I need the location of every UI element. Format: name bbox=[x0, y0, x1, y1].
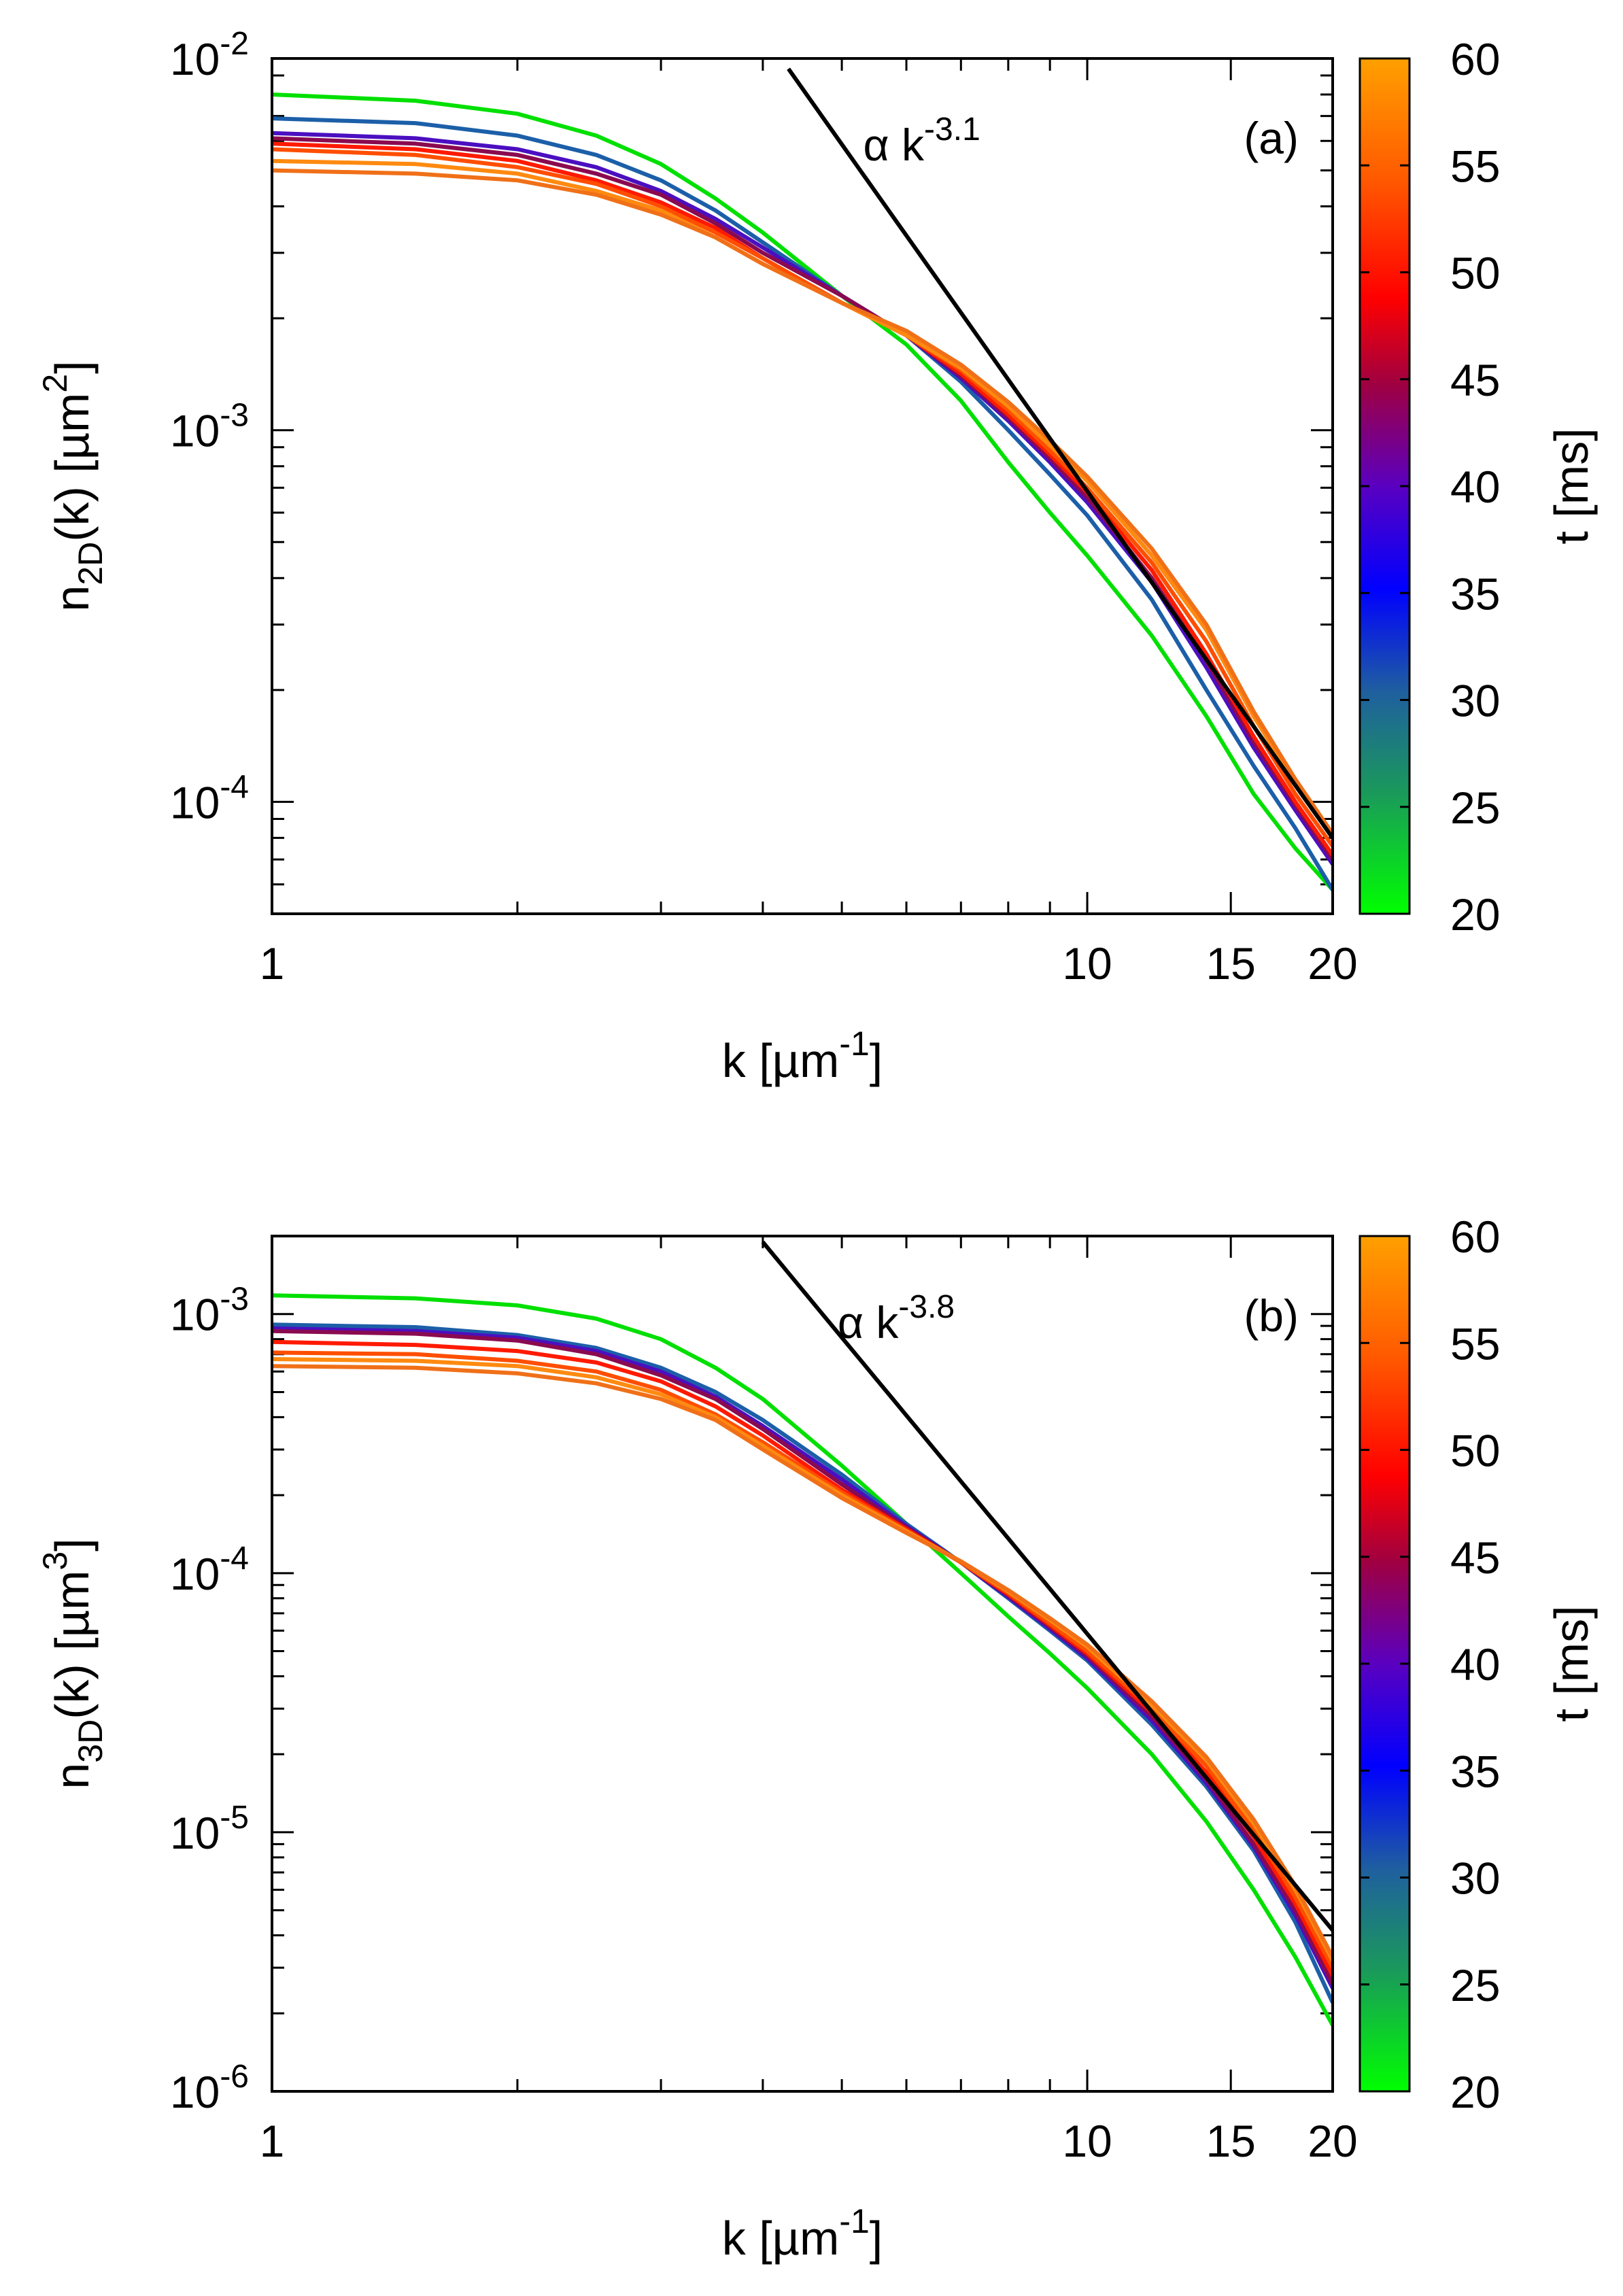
colorbar-tick-label: 20 bbox=[1450, 889, 1500, 940]
colorbar-tick-label: 30 bbox=[1450, 676, 1500, 726]
series-line-t55 bbox=[272, 158, 1333, 840]
x-tick-label: 10 bbox=[1062, 2116, 1112, 2166]
colorbar-tick-label: 35 bbox=[1450, 1746, 1500, 1796]
series-line-t35 bbox=[272, 1326, 1333, 1989]
series-line-t40 bbox=[272, 1329, 1333, 1985]
colorbar-tick-label: 55 bbox=[1450, 1318, 1500, 1369]
colorbar-tick-label: 45 bbox=[1450, 1532, 1500, 1583]
series-line-t45 bbox=[272, 141, 1333, 857]
colorbar-tick-label: 55 bbox=[1450, 141, 1500, 191]
x-tick-label: 15 bbox=[1206, 2116, 1255, 2166]
power-law-fit-line bbox=[787, 67, 1333, 840]
colorbar-tick-label: 45 bbox=[1450, 355, 1500, 405]
series-line-t30 bbox=[272, 116, 1333, 891]
y-tick-label: 10-3 bbox=[170, 1282, 249, 1340]
x-tick-label: 1 bbox=[260, 938, 285, 989]
y-tick-label: 10-4 bbox=[170, 769, 249, 827]
colorbar-tick-label: 25 bbox=[1450, 783, 1500, 833]
x-axis-title: k [µm-1] bbox=[722, 1025, 883, 1087]
series-group bbox=[272, 67, 1333, 891]
series-line-t45 bbox=[272, 1339, 1333, 1976]
series-line-t20 bbox=[272, 1293, 1333, 2027]
plot-frame bbox=[271, 57, 1334, 915]
y-axis-title: n3D(k) [µm3] bbox=[36, 1538, 109, 1789]
y-tick-label: 10-2 bbox=[170, 26, 249, 84]
colorbar-tick-label: 50 bbox=[1450, 1426, 1500, 1476]
panel-a: 1 10 15 20 10-4 10-3 10-2 α k-3.1 (a) k [µm-1] n2D… bbox=[36, 26, 1598, 1087]
fit-annotation: α k-3.1 bbox=[864, 112, 980, 170]
y-tick-label: 10-5 bbox=[170, 1800, 249, 1858]
x-tick-label: 15 bbox=[1206, 938, 1255, 989]
colorbar-tick-label: 40 bbox=[1450, 462, 1500, 512]
colorbar-tick-label: 60 bbox=[1450, 1212, 1500, 1262]
series-line-t35 bbox=[272, 131, 1333, 866]
y-tick-label: 10-6 bbox=[170, 2059, 249, 2117]
colorbar-title: t [ms] bbox=[1545, 1605, 1598, 1721]
y-tick-label: 10-4 bbox=[170, 1541, 249, 1599]
plot-frame bbox=[271, 1235, 1334, 2093]
colorbar-tick-label: 35 bbox=[1450, 568, 1500, 619]
series-line-t60 bbox=[272, 168, 1333, 836]
x-tick-label: 20 bbox=[1308, 938, 1357, 989]
x-axis-title: k [µm-1] bbox=[722, 2202, 883, 2265]
colorbar-title: t [ms] bbox=[1545, 428, 1598, 544]
panel-b: 1 10 15 20 10-6 10-5 10-4 10-3 α k-3.8 (b) k [µm-1… bbox=[36, 1212, 1598, 2265]
series-line-t40 bbox=[272, 136, 1333, 861]
colorbar-tick-label: 40 bbox=[1450, 1639, 1500, 1690]
fit-annotation: α k-3.8 bbox=[838, 1289, 955, 1348]
colorbar-tick-label: 30 bbox=[1450, 1853, 1500, 1904]
panel-label: (b) bbox=[1244, 1290, 1299, 1341]
x-tick-label: 10 bbox=[1062, 938, 1112, 989]
series-line-t30 bbox=[272, 1322, 1333, 2004]
x-tick-label: 20 bbox=[1308, 2116, 1357, 2166]
colorbar-tick-label: 50 bbox=[1450, 248, 1500, 298]
x-tick-label: 1 bbox=[260, 2116, 285, 2166]
series-line-t60 bbox=[272, 1364, 1333, 1958]
colorbar-tick-label: 25 bbox=[1450, 1960, 1500, 2010]
power-law-fit-line bbox=[761, 1240, 1333, 1932]
colorbar-tick-label: 60 bbox=[1450, 34, 1500, 84]
series-group bbox=[272, 1240, 1333, 2027]
y-axis-title: n2D(k) [µm2] bbox=[36, 360, 109, 611]
series-line-t20 bbox=[272, 92, 1333, 891]
series-line-t50 bbox=[272, 147, 1333, 848]
y-tick-label: 10-3 bbox=[170, 398, 249, 456]
colorbar-tick-label: 20 bbox=[1450, 2067, 1500, 2117]
panel-label: (a) bbox=[1244, 113, 1299, 163]
